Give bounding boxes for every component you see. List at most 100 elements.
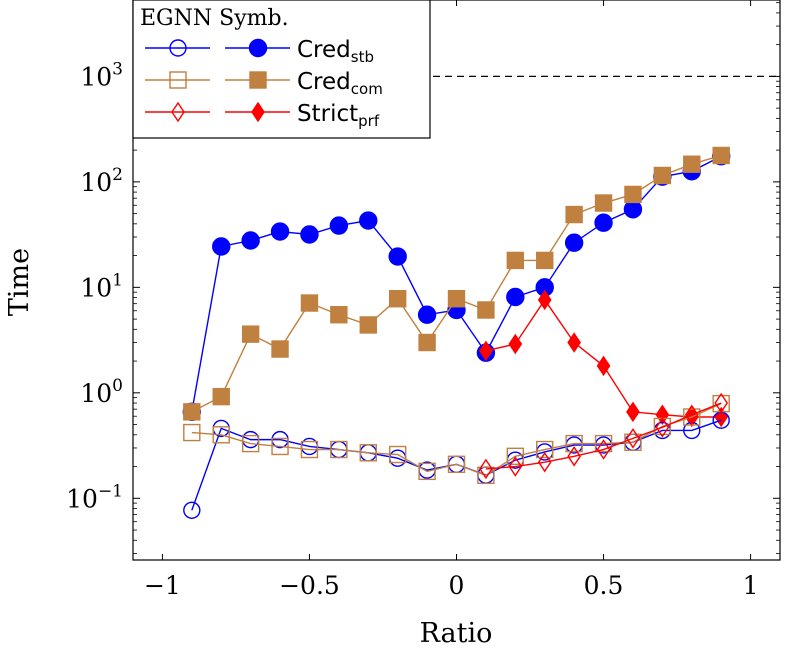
y-tick-label: 101	[80, 270, 123, 302]
data-point	[506, 287, 525, 307]
series-line	[485, 402, 722, 470]
data-point	[594, 213, 613, 232]
data-point	[417, 305, 437, 324]
series-line	[191, 419, 722, 511]
legend-marker	[249, 71, 267, 89]
data-point	[683, 421, 701, 440]
data-point	[536, 440, 554, 459]
data-point	[270, 222, 290, 241]
legend-label: Credstb	[297, 37, 374, 66]
data-point	[388, 290, 407, 308]
y-tick-label: 10−1	[66, 481, 123, 513]
data-point	[241, 325, 260, 343]
data-point	[388, 247, 407, 266]
data-point	[241, 231, 260, 250]
data-point	[359, 316, 377, 334]
data-point	[447, 455, 466, 474]
data-point	[683, 155, 701, 173]
data-point	[183, 501, 201, 519]
y-tick-label: 103	[80, 59, 123, 91]
legend-marker	[251, 101, 265, 123]
data-point	[624, 185, 642, 204]
data-point	[300, 294, 319, 312]
y-tick-label: 100	[80, 376, 123, 408]
legend-marker	[171, 101, 185, 123]
data-point	[388, 445, 407, 464]
data-point	[241, 434, 260, 453]
data-point	[684, 404, 699, 425]
data-point	[714, 406, 729, 428]
data-point	[536, 251, 554, 270]
data-point	[567, 332, 581, 353]
x-tick-label: 0.5	[584, 571, 624, 600]
data-point	[506, 251, 525, 270]
y-axis-label: Time	[4, 248, 35, 316]
data-point	[623, 200, 643, 219]
x-axis-label: Ratio	[420, 618, 493, 648]
data-point	[300, 225, 319, 244]
data-point	[359, 444, 377, 462]
data-point	[626, 428, 640, 449]
data-point	[596, 439, 611, 460]
series-line	[191, 402, 722, 477]
data-point	[683, 408, 701, 426]
legend: EGNN Symb. Credstb Credcom Strictprf	[132, 0, 431, 139]
series-prf	[479, 289, 729, 428]
data-point	[479, 340, 493, 362]
data-point	[596, 355, 611, 377]
data-point	[626, 401, 640, 423]
data-point	[271, 340, 289, 358]
data-point	[359, 211, 378, 230]
legend-marker	[248, 38, 268, 58]
data-point	[564, 233, 584, 252]
data-point	[624, 433, 642, 451]
data-point	[655, 404, 670, 425]
series-circle-open	[183, 411, 730, 519]
data-point	[477, 301, 495, 319]
data-point	[418, 333, 436, 352]
series-square-open	[183, 394, 730, 485]
legend-title: EGNN Symb.	[140, 6, 289, 31]
legend-label: Strictprf	[297, 101, 380, 130]
data-point	[508, 333, 523, 355]
data-point	[714, 392, 729, 414]
data-point	[330, 306, 348, 324]
ticks: −1 −0.5 0 0.5 1 10−1 100 101 102 103	[66, 0, 780, 600]
data-point	[212, 426, 230, 444]
series-com	[183, 146, 730, 421]
x-tick-label: −0.5	[279, 571, 340, 600]
data-point	[212, 237, 231, 256]
data-point	[447, 290, 466, 308]
data-point	[565, 205, 583, 224]
data-point	[537, 289, 552, 311]
data-point	[565, 434, 583, 453]
data-point	[329, 216, 349, 235]
data-point	[479, 458, 493, 480]
data-point	[567, 446, 581, 467]
data-point	[183, 423, 201, 442]
data-point	[418, 462, 436, 481]
series-stb	[182, 147, 731, 422]
data-point	[300, 440, 319, 459]
x-tick-label: 0	[449, 571, 465, 600]
series-line	[191, 155, 722, 412]
data-point	[653, 166, 672, 185]
x-tick-label: −1	[144, 571, 181, 600]
data-point	[594, 194, 613, 212]
y-tick-label: 102	[80, 165, 123, 197]
data-point	[477, 466, 495, 485]
legend-marker	[169, 39, 187, 57]
data-point	[712, 146, 730, 165]
plot-area	[133, 75, 780, 519]
x-tick-label: 1	[743, 571, 759, 600]
legend-marker	[169, 71, 187, 89]
data-point	[330, 440, 348, 459]
data-point	[271, 437, 289, 456]
data-point	[655, 417, 670, 438]
series-line	[191, 154, 722, 413]
data-point	[594, 434, 613, 453]
data-point	[506, 447, 525, 466]
data-point	[537, 451, 552, 473]
